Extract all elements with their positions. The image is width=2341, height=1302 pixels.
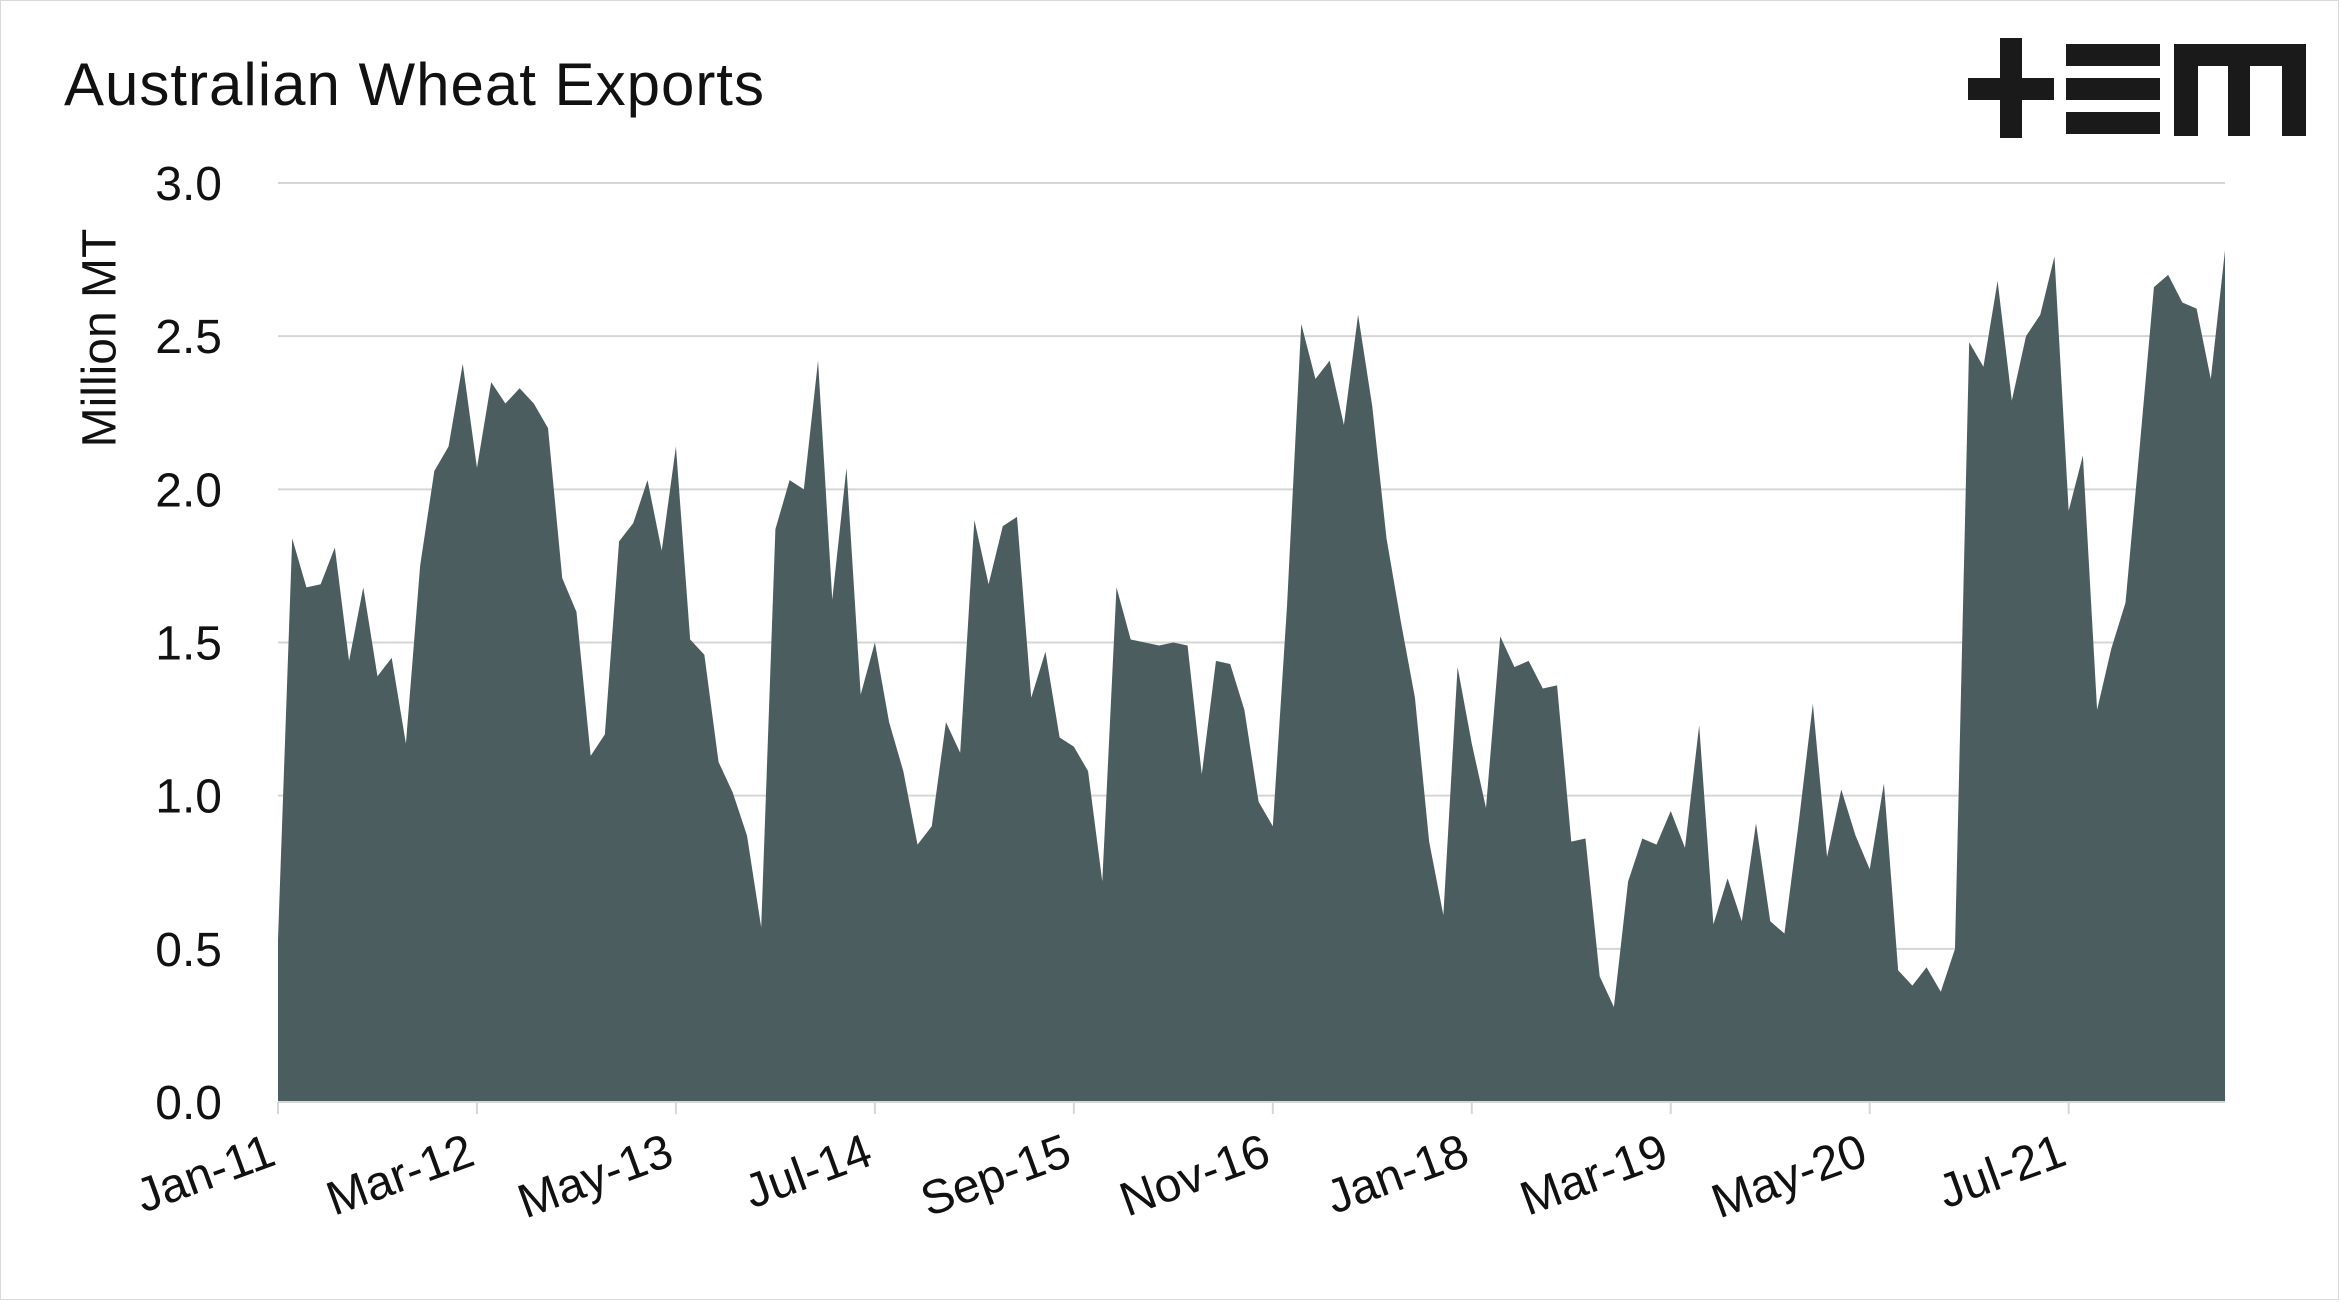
y-tick-label: 1.5 bbox=[155, 618, 222, 671]
x-tick-label: Sep-15 bbox=[914, 1125, 1078, 1228]
x-tick-label: Jul-14 bbox=[738, 1125, 879, 1220]
x-tick-label: Nov-16 bbox=[1113, 1125, 1277, 1228]
x-tick-label: Mar-12 bbox=[320, 1125, 481, 1227]
y-tick-label: 0.5 bbox=[155, 924, 222, 977]
x-tick-label: May-13 bbox=[511, 1125, 680, 1230]
y-tick-label: 3.0 bbox=[155, 158, 222, 211]
chart-title: Australian Wheat Exports bbox=[64, 51, 765, 118]
x-tick-label: Jan-18 bbox=[1320, 1125, 1476, 1225]
y-tick-label: 2.0 bbox=[155, 464, 222, 517]
y-tick-label: 0.0 bbox=[155, 1077, 222, 1130]
y-tick-label: 1.0 bbox=[155, 771, 222, 824]
series-area bbox=[278, 250, 2225, 1102]
y-tick-label: 2.5 bbox=[155, 311, 222, 364]
x-tick-label: May-20 bbox=[1705, 1125, 1874, 1230]
tem-logo-icon bbox=[1968, 38, 2306, 138]
x-tick-label: Jan-11 bbox=[129, 1125, 282, 1224]
x-tick-label: Jul-21 bbox=[1931, 1125, 2072, 1220]
x-tick-label: Mar-19 bbox=[1514, 1125, 1675, 1227]
